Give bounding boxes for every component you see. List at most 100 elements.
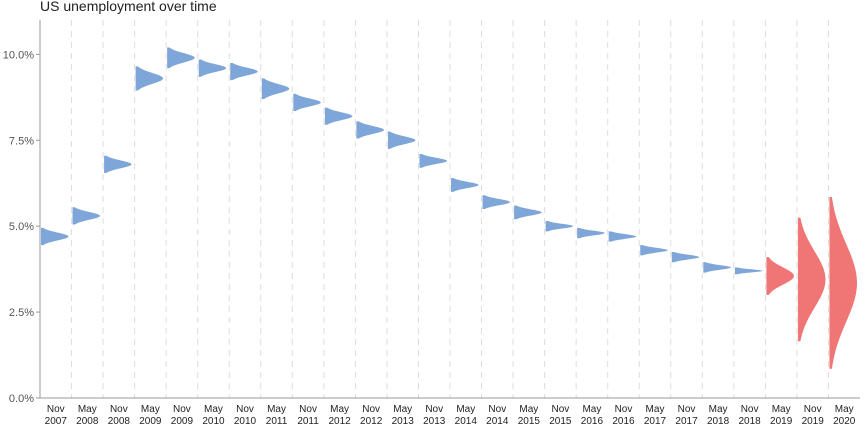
- x-tick-year: 2017: [644, 416, 667, 427]
- x-tick-year: 2012: [328, 416, 351, 427]
- x-tick-year: 2011: [266, 416, 288, 427]
- x-tick-year: 2008: [76, 416, 99, 427]
- x-tick-year: 2015: [518, 416, 541, 427]
- x-tick-year: 2014: [486, 416, 509, 427]
- distribution-mark: [514, 205, 542, 220]
- x-tick-month: May: [772, 404, 791, 415]
- distribution-mark: [356, 121, 384, 139]
- x-tick-year: 2020: [833, 416, 856, 427]
- x-tick-year: 2013: [392, 416, 415, 427]
- x-tick-month: Nov: [299, 404, 317, 415]
- x-tick-year: 2018: [738, 416, 761, 427]
- y-tick-label: 7.5%: [9, 135, 34, 147]
- distribution-mark: [703, 262, 731, 273]
- x-tick-month: May: [393, 404, 412, 415]
- distribution-mark: [167, 47, 195, 69]
- distribution-mark: [41, 227, 69, 246]
- y-tick-label: 10.0%: [3, 49, 34, 61]
- distribution-mark: [577, 227, 605, 239]
- distribution-marks: [41, 47, 857, 369]
- x-tick-year: 2016: [612, 416, 635, 427]
- x-tick-year: 2012: [360, 416, 383, 427]
- x-tick-month: Nov: [362, 404, 380, 415]
- x-tick-month: Nov: [804, 404, 822, 415]
- distribution-mark: [482, 195, 511, 209]
- x-tick-year: 2008: [108, 416, 131, 427]
- x-tick-month: Nov: [236, 404, 254, 415]
- x-tick-month: Nov: [47, 404, 65, 415]
- x-tick-year: 2019: [770, 416, 793, 427]
- distribution-mark: [797, 217, 826, 342]
- grid-lines: [71, 20, 829, 398]
- x-tick-year: 2016: [581, 416, 604, 427]
- x-tick-month: May: [330, 404, 349, 415]
- distribution-mark: [766, 257, 794, 295]
- x-tick-month: May: [456, 404, 475, 415]
- y-tick-label: 2.5%: [9, 307, 34, 319]
- distribution-mark: [829, 196, 857, 369]
- distribution-mark: [387, 131, 416, 149]
- x-tick-month: May: [582, 404, 601, 415]
- x-tick-month: May: [204, 404, 223, 415]
- distribution-mark: [72, 207, 101, 225]
- distribution-mark: [135, 66, 164, 91]
- distribution-mark: [104, 155, 132, 173]
- x-tick-month: Nov: [173, 404, 191, 415]
- x-tick-year: 2009: [139, 416, 162, 427]
- x-tick-year: 2011: [297, 416, 319, 427]
- x-tick-month: May: [78, 404, 97, 415]
- distribution-mark: [324, 107, 353, 125]
- distribution-mark: [419, 154, 447, 168]
- x-tick-year: 2017: [675, 416, 698, 427]
- x-axis: Nov2007May2008Nov2008May2009Nov2009May20…: [40, 397, 860, 427]
- x-tick-month: May: [709, 404, 728, 415]
- distribution-mark: [640, 245, 668, 256]
- x-tick-year: 2010: [202, 416, 225, 427]
- x-tick-month: May: [646, 404, 665, 415]
- x-tick-month: Nov: [615, 404, 633, 415]
- distribution-mark: [734, 267, 763, 275]
- distribution-mark: [608, 231, 637, 242]
- x-tick-month: May: [519, 404, 538, 415]
- x-tick-month: May: [141, 404, 160, 415]
- x-tick-year: 2019: [802, 416, 825, 427]
- distribution-mark: [545, 221, 574, 232]
- x-tick-month: Nov: [488, 404, 506, 415]
- distribution-mark: [198, 59, 227, 77]
- distribution-mark: [261, 78, 290, 100]
- x-tick-year: 2014: [455, 416, 478, 427]
- x-tick-year: 2013: [423, 416, 446, 427]
- x-tick-month: Nov: [110, 404, 128, 415]
- x-tick-month: May: [267, 404, 286, 415]
- chart-title: US unemployment over time: [40, 0, 217, 14]
- distribution-mark: [451, 178, 479, 192]
- distribution-mark: [230, 62, 258, 81]
- x-tick-month: Nov: [425, 404, 443, 415]
- y-axis: 0.0% 2.5% 5.0% 7.5% 10.0%: [3, 20, 41, 405]
